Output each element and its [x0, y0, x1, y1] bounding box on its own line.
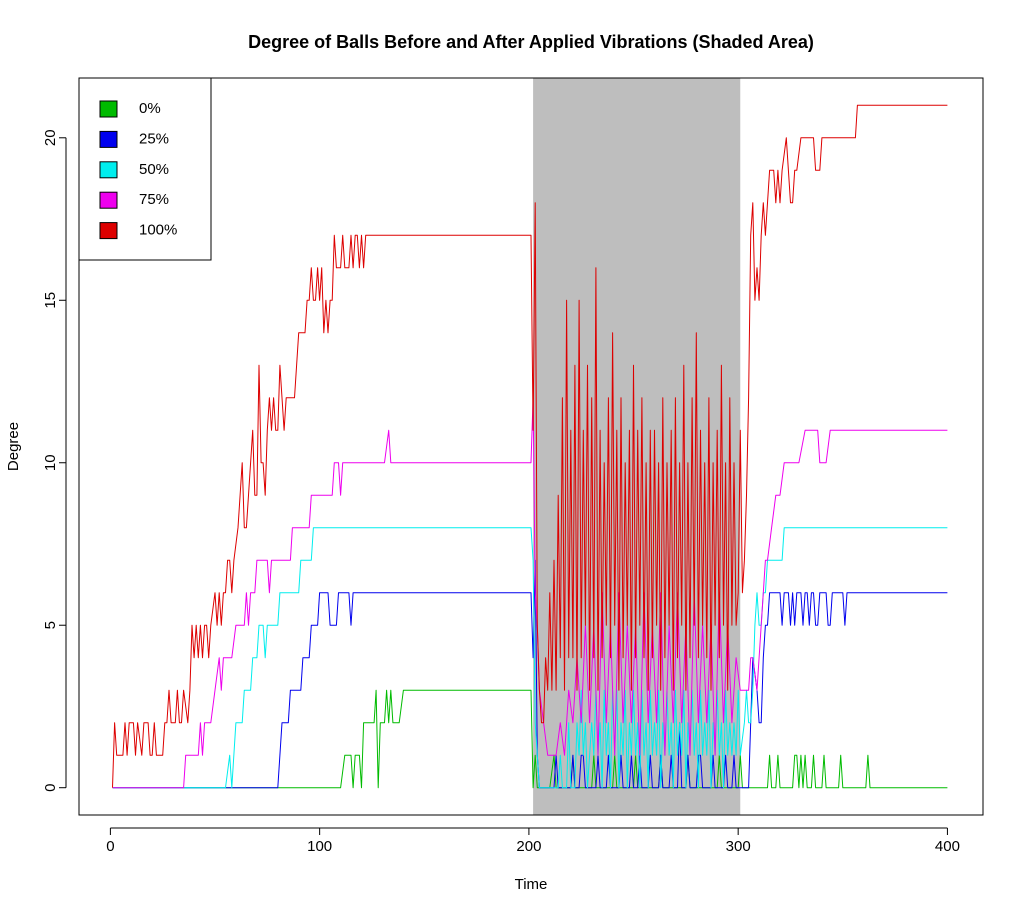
x-tick-label: 400 — [935, 838, 960, 855]
legend-swatch — [99, 100, 118, 118]
x-axis-label: Time — [515, 876, 548, 893]
legend-label: 100% — [139, 222, 177, 239]
series-line-50pct — [112, 527, 948, 789]
y-tick-label: 5 — [42, 621, 59, 629]
x-tick-label: 300 — [726, 838, 751, 855]
y-tick-label: 15 — [42, 292, 59, 309]
legend-label: 25% — [139, 130, 169, 147]
x-tick-label: 0 — [106, 838, 114, 855]
y-axis-label: Degree — [5, 422, 22, 471]
series-line-0pct — [112, 689, 948, 789]
legend-swatch — [99, 130, 118, 148]
legend-label: 0% — [139, 100, 161, 117]
plot-frame — [78, 77, 984, 816]
series-line-100pct — [112, 104, 948, 788]
y-tick-label: 10 — [42, 454, 59, 471]
chart-title: Degree of Balls Before and After Applied… — [248, 32, 814, 52]
x-tick-label: 200 — [516, 838, 541, 855]
legend-label: 50% — [139, 161, 169, 178]
series-line-25pct — [112, 559, 948, 789]
y-tick-label: 0 — [42, 784, 59, 792]
legend-swatch — [99, 222, 118, 240]
legend: 0% 25% 50% 75% 100% — [78, 77, 212, 261]
series-line-75pct — [112, 397, 948, 789]
legend-swatch — [99, 191, 118, 209]
y-tick-label: 20 — [42, 129, 59, 146]
legend-label: 75% — [139, 191, 169, 208]
x-tick-label: 100 — [307, 838, 332, 855]
legend-swatch — [99, 161, 118, 179]
